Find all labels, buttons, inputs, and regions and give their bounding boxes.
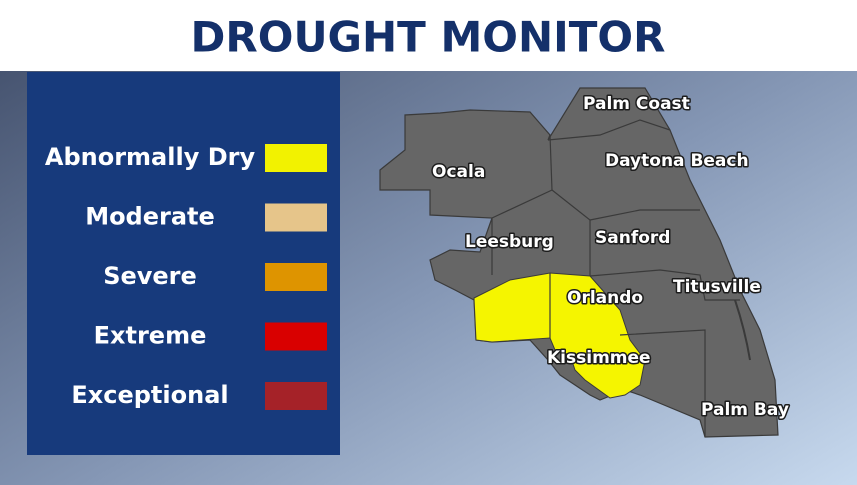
legend-label: Moderate (85, 203, 215, 231)
legend-swatch (265, 263, 327, 291)
county-border (619, 329, 706, 437)
legend-swatch (265, 322, 327, 351)
legend-swatch (265, 144, 327, 172)
coast-line (734, 299, 751, 361)
city-label: Titusville (673, 277, 761, 297)
map (379, 87, 779, 438)
county-border (547, 119, 671, 141)
map-region (379, 87, 779, 438)
legend-swatch (265, 382, 327, 410)
city-label: Palm Bay (701, 400, 789, 420)
legend-label: Abnormally Dry (45, 143, 256, 171)
county-border (589, 209, 700, 221)
legend-label: Exceptional (71, 381, 228, 409)
legend-swatch (265, 203, 327, 232)
city-label: Leesburg (465, 232, 554, 252)
abnormally-dry-area (473, 272, 646, 399)
title-bar (0, 0, 857, 71)
city-labels: Palm Coast Ocala Daytona Beach Leesburg Sanf… (431, 93, 791, 422)
legend-label: Severe (103, 262, 197, 290)
city-label: Palm Coast (583, 94, 690, 114)
legend: Abnormally Dry Moderate Severe Extreme Excep… (45, 143, 327, 410)
county-border (589, 269, 740, 301)
city-label: Kissimmee (547, 348, 651, 368)
legend-label: Extreme (94, 322, 207, 350)
city-label: Daytona Beach (605, 151, 749, 171)
city-label: Ocala (432, 162, 485, 182)
title: DROUGHT MONITOR (191, 13, 666, 62)
city-label: Sanford (595, 228, 670, 248)
city-label: Orlando (567, 288, 643, 308)
